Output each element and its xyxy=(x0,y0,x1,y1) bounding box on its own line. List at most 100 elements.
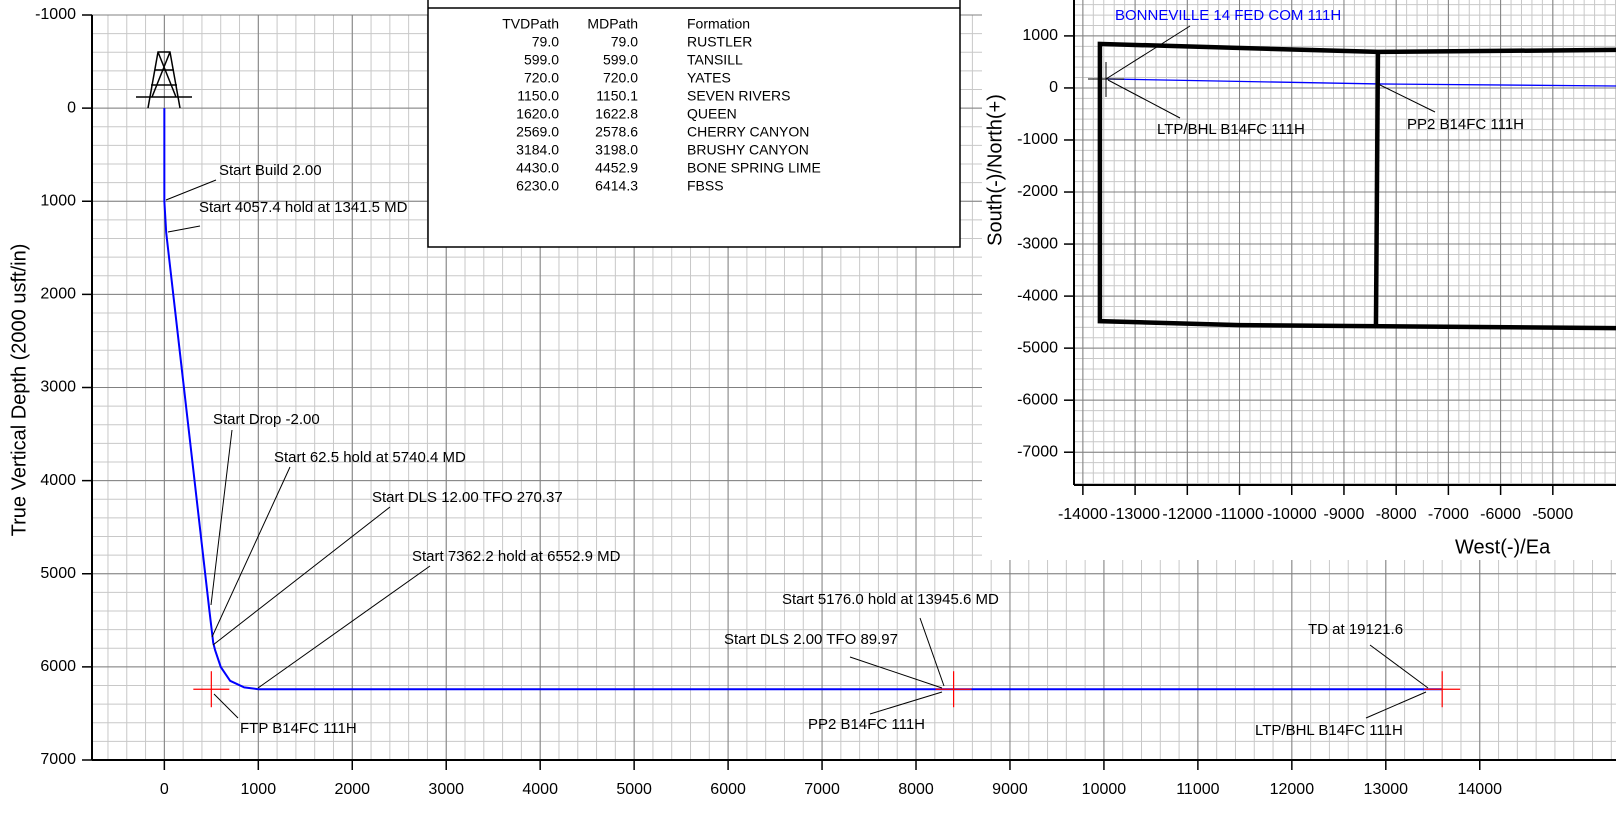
y-tick-label: 1000 xyxy=(40,192,76,209)
plan-y-axis-label: South(-)/North(+) xyxy=(984,94,1006,246)
table-cell: 1150.0 xyxy=(517,88,559,104)
x-tick-label: 12000 xyxy=(1270,781,1315,798)
x-tick-label: -8000 xyxy=(1376,506,1417,523)
x-tick-label: 11000 xyxy=(1176,781,1219,798)
x-tick-label: 8000 xyxy=(898,781,934,798)
x-tick-label: 13000 xyxy=(1364,781,1409,798)
leader-line xyxy=(211,466,291,638)
table-cell: 6414.3 xyxy=(595,178,638,194)
leader-line xyxy=(1365,691,1427,719)
leader-line xyxy=(257,565,431,689)
annotation: LTP/BHL B14FC 111H xyxy=(1157,121,1305,138)
table-cell: 1620.0 xyxy=(516,106,559,122)
series-line xyxy=(1373,51,1381,325)
leader-line xyxy=(869,691,943,715)
column-header: TVDPath xyxy=(502,16,559,32)
target-label: PP2 B14FC 111H xyxy=(808,716,925,733)
leader-line xyxy=(212,506,391,646)
annotation: Start DLS 2.00 TFO 89.97 xyxy=(724,631,898,648)
y-tick-label: -6000 xyxy=(1017,391,1058,408)
target-label: LTP/BHL B14FC 111H xyxy=(1255,722,1403,739)
x-tick-label: -14000 xyxy=(1058,506,1108,523)
series-line xyxy=(1097,41,1616,331)
y-tick-label: 3000 xyxy=(40,379,76,396)
annotation: Start 5176.0 hold at 13945.6 MD xyxy=(782,591,999,608)
x-tick-label: 4000 xyxy=(522,781,558,798)
table-cell: 79.0 xyxy=(611,34,638,50)
y-axis-label: True Vertical Depth (2000 usft/in) xyxy=(8,244,30,537)
y-tick-label: 7000 xyxy=(40,751,76,768)
well-name: BONNEVILLE 14 FED COM 111H xyxy=(1115,7,1341,24)
y-tick-label: -5000 xyxy=(1017,339,1058,356)
leader-line xyxy=(1377,83,1436,113)
annotation: PP2 B14FC 111H xyxy=(1407,116,1524,133)
y-tick-label: 2000 xyxy=(40,286,76,303)
target-label: FTP B14FC 111H xyxy=(240,720,357,737)
table-cell: 599.0 xyxy=(603,52,638,68)
annotation: Start 7362.2 hold at 6552.9 MD xyxy=(412,548,621,565)
table-cell: TANSILL xyxy=(687,52,743,68)
table-cell: 720.0 xyxy=(524,70,559,86)
annotation: Start Build 2.00 xyxy=(219,162,322,179)
annotation: Start 4057.4 hold at 1341.5 MD xyxy=(199,199,408,216)
rig-icon xyxy=(136,51,192,109)
leader-line xyxy=(213,693,239,719)
leader-line xyxy=(210,429,233,606)
y-tick-label: -2000 xyxy=(1017,183,1058,200)
table-cell: 4452.9 xyxy=(595,160,638,176)
y-tick-label: -4000 xyxy=(1017,287,1058,304)
x-tick-label: -7000 xyxy=(1428,506,1469,523)
table-cell: SEVEN RIVERS xyxy=(687,88,790,104)
table-cell: RUSTLER xyxy=(687,34,752,50)
x-tick-label: -13000 xyxy=(1110,506,1160,523)
leader-line xyxy=(167,225,201,233)
annotation: TD at 19121.6 xyxy=(1308,621,1403,638)
y-tick-label: -3000 xyxy=(1017,235,1058,252)
y-tick-label: 0 xyxy=(1049,79,1058,96)
y-tick-label: 0 xyxy=(67,99,76,116)
leader-line xyxy=(919,617,945,687)
x-tick-label: 14000 xyxy=(1458,781,1503,798)
x-tick-label: 0 xyxy=(160,781,169,798)
table-cell: 3198.0 xyxy=(595,142,638,158)
y-tick-label: -7000 xyxy=(1017,443,1058,460)
series-line xyxy=(163,108,1443,691)
table-cell: 6230.0 xyxy=(516,178,559,194)
x-tick-label: -6000 xyxy=(1480,506,1521,523)
column-header: Formation xyxy=(687,16,750,32)
leader-line xyxy=(1105,25,1191,80)
y-tick-label: -1000 xyxy=(1017,131,1058,148)
table-cell: 720.0 xyxy=(603,70,638,86)
x-tick-label: 6000 xyxy=(710,781,746,798)
x-tick-label: 9000 xyxy=(992,781,1028,798)
table-cell: 2578.6 xyxy=(595,124,638,140)
y-tick-label: -1000 xyxy=(35,6,76,23)
annotation: Start Drop -2.00 xyxy=(213,411,320,428)
table-cell: YATES xyxy=(687,70,731,86)
y-tick-label: 4000 xyxy=(40,472,76,489)
x-tick-label: 10000 xyxy=(1082,781,1127,798)
leader-line xyxy=(1107,79,1181,119)
x-tick-label: -10000 xyxy=(1267,506,1317,523)
y-tick-label: 5000 xyxy=(40,565,76,582)
x-tick-label: 5000 xyxy=(616,781,652,798)
table-cell: 4430.0 xyxy=(516,160,559,176)
x-tick-label: -12000 xyxy=(1162,506,1212,523)
table-cell: 599.0 xyxy=(524,52,559,68)
table-cell: BONE SPRING LIME xyxy=(687,160,821,176)
table-cell: 2569.0 xyxy=(516,124,559,140)
x-tick-label: -5000 xyxy=(1532,506,1573,523)
table-cell: QUEEN xyxy=(687,106,737,122)
y-tick-label: 1000 xyxy=(1022,27,1058,44)
x-tick-label: -9000 xyxy=(1323,506,1364,523)
formation-table: TVDPath MDPath Formation 79.0 79.0 RUSTLER 599… xyxy=(427,0,961,248)
annotation: Start 62.5 hold at 5740.4 MD xyxy=(274,449,466,466)
x-tick-label: 2000 xyxy=(334,781,370,798)
leader-line xyxy=(1369,644,1429,689)
x-tick-label: 3000 xyxy=(428,781,464,798)
x-tick-label: -11000 xyxy=(1215,506,1264,523)
table-cell: 1622.8 xyxy=(595,106,638,122)
table-cell: 1150.1 xyxy=(596,88,638,104)
x-tick-label: 1000 xyxy=(241,781,277,798)
